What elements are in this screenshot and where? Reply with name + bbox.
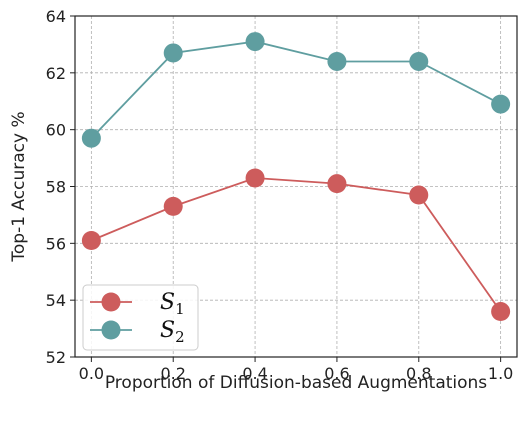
legend-marker — [101, 292, 121, 312]
series-2-point — [81, 128, 101, 148]
axis-ticks: 0.0 0.2 0.4 0.6 0.8 1.0 52 54 56 58 60 62 64 — [46, 7, 514, 383]
legend-label-subscript: 1 — [175, 300, 185, 318]
series-layer — [81, 32, 511, 322]
x-tick-label: 0.6 — [324, 364, 349, 383]
x-tick-label: 0.4 — [242, 364, 267, 383]
x-tick-label: 0.2 — [160, 364, 185, 383]
series-1-line — [91, 177, 502, 313]
legend-label-subscript: 2 — [175, 328, 185, 346]
y-tick-label: 56 — [46, 234, 66, 253]
y-tick-label: 64 — [46, 7, 66, 26]
series-1-point — [327, 174, 347, 194]
y-tick-label: 54 — [46, 291, 66, 310]
series-2-point — [245, 32, 265, 52]
series-1-point — [491, 302, 511, 322]
x-axis-label: Proportion of Diffusion-based Augmentati… — [105, 373, 487, 393]
series-1-point — [81, 230, 101, 250]
series-2-point — [491, 94, 511, 114]
y-tick-label: 60 — [46, 121, 66, 140]
series-2-point — [409, 51, 429, 71]
y-tick-label: 62 — [46, 64, 66, 83]
series-2-point — [327, 51, 347, 71]
series-1-point — [409, 185, 429, 205]
legend-marker — [101, 320, 121, 340]
y-axis-label: Top-1 Accuracy % — [9, 111, 29, 262]
x-tick-label: 0.8 — [406, 364, 431, 383]
y-tick-label: 52 — [46, 348, 66, 367]
series-2-line — [90, 40, 502, 139]
x-tick-label: 0.0 — [79, 364, 104, 383]
y-tick-label: 58 — [46, 178, 66, 197]
series-2-point — [163, 43, 183, 63]
series-1-point — [163, 196, 183, 216]
series-1-point — [245, 168, 265, 188]
x-tick-label: 1.0 — [488, 364, 513, 383]
